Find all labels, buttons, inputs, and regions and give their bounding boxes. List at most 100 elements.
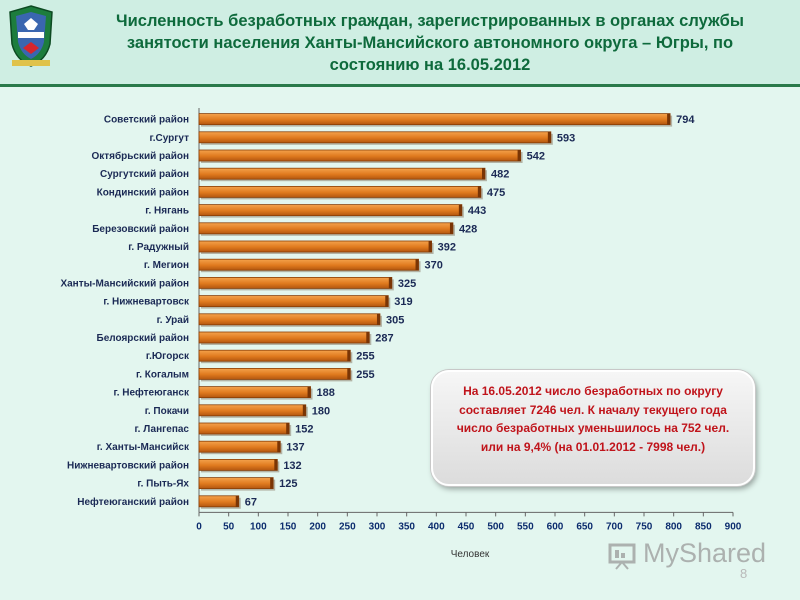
bar	[198, 149, 523, 163]
data-label: 255	[356, 351, 374, 363]
data-label: 188	[317, 387, 335, 399]
data-label: 180	[312, 405, 330, 417]
bar	[198, 331, 372, 345]
tick-label: 500	[487, 521, 504, 532]
bar	[198, 240, 434, 254]
data-label: 392	[438, 242, 456, 254]
tick-label: 600	[547, 521, 564, 532]
bar	[198, 458, 280, 473]
x-axis-label: Человек	[450, 549, 490, 560]
tick-label: 350	[398, 521, 415, 532]
page-title: Численность безработных граждан, зарегис…	[116, 12, 744, 74]
category-labels: Советский район г.Сургут Октябрьский район…	[60, 115, 190, 508]
bar	[198, 404, 308, 418]
bar	[198, 440, 283, 455]
tick-label: 650	[576, 521, 593, 532]
value-labels: 7945935424824754434283923703253193052872…	[245, 114, 696, 508]
tick-label: 750	[636, 521, 653, 532]
bar	[198, 185, 483, 200]
category-label: Нефтеюганский район	[77, 496, 189, 508]
coat-of-arms-icon	[9, 5, 53, 67]
presentation-board-icon	[608, 543, 636, 570]
category-label: г. Пыть-Ях	[137, 479, 189, 490]
category-label: Октябрьский район	[91, 150, 189, 162]
tick-label: 550	[517, 521, 534, 532]
tick-label: 200	[309, 521, 326, 532]
category-label: г.Югорск	[146, 351, 190, 362]
header-divider	[0, 84, 800, 87]
tick-label: 900	[725, 521, 742, 532]
bar	[198, 222, 455, 236]
tick-label: 0	[196, 521, 202, 532]
data-label: 482	[491, 169, 509, 181]
bar	[198, 295, 391, 309]
category-label: г. Радужный	[128, 242, 189, 253]
tick-label: 800	[665, 521, 682, 532]
category-label: г. Покачи	[145, 406, 189, 417]
category-label: г. Нефтеюганск	[114, 387, 190, 399]
bar	[198, 131, 553, 145]
data-label: 593	[557, 132, 575, 144]
tick-label: 100	[250, 521, 267, 532]
header-banner	[0, 0, 800, 86]
category-label: г. Ханты-Мансийск	[97, 442, 190, 453]
data-label: 132	[283, 460, 301, 472]
data-label: 319	[394, 296, 412, 308]
data-label: 475	[487, 187, 505, 199]
tick-label: 300	[369, 521, 386, 532]
bar	[198, 204, 464, 218]
data-label: 542	[527, 151, 545, 163]
tick-label: 50	[223, 521, 235, 532]
category-label: Нижневартовский район	[67, 460, 189, 471]
category-label: г.Сургут	[150, 133, 190, 144]
callout-text: На 16.05.2012 число безработных по округ…	[456, 384, 730, 454]
category-label: г. Лангепас	[135, 424, 190, 435]
bar	[198, 477, 276, 491]
bar	[198, 258, 421, 273]
x-axis-ticks: 0 50 100 150 200 250 300 350 400 450 500 550 600 650 7…	[196, 512, 742, 532]
bar	[198, 113, 673, 127]
bar	[198, 313, 382, 327]
bar	[198, 495, 241, 509]
data-label: 325	[398, 278, 416, 290]
category-label: Березовский район	[92, 224, 189, 235]
watermark-logo: MyShared	[607, 536, 767, 576]
chart-bars	[198, 113, 673, 509]
category-label: Сургутский район	[100, 169, 189, 180]
data-label: 67	[245, 496, 257, 508]
category-label: Белоярский район	[97, 333, 190, 344]
tick-label: 850	[695, 521, 712, 532]
data-label: 152	[295, 424, 313, 436]
category-label: г. Нижневартовск	[103, 297, 190, 308]
bar	[198, 386, 313, 400]
category-label: г. Нягань	[145, 206, 189, 217]
tick-label: 250	[339, 521, 356, 532]
bar	[198, 422, 292, 436]
category-label: г. Мегион	[144, 260, 189, 271]
tick-label: 700	[606, 521, 623, 532]
tick-label: 450	[458, 521, 475, 532]
watermark-text: MyShared	[643, 538, 767, 568]
data-label: 443	[468, 205, 486, 217]
summary-callout: На 16.05.2012 число безработных по округ…	[431, 370, 755, 486]
data-label: 794	[676, 114, 695, 126]
bar	[198, 276, 394, 291]
data-label: 255	[356, 369, 374, 381]
data-label: 287	[375, 333, 393, 345]
data-label: 305	[386, 314, 404, 326]
category-label: Кондинский район	[97, 187, 189, 198]
bar	[198, 167, 487, 182]
data-label: 137	[286, 442, 304, 454]
category-label: Ханты-Мансийский район	[60, 278, 189, 289]
category-label: Советский район	[104, 115, 189, 126]
tick-label: 150	[280, 521, 297, 532]
data-label: 428	[459, 223, 477, 235]
category-label: г. Урай	[157, 315, 189, 326]
data-label: 125	[279, 478, 297, 490]
data-label: 370	[425, 260, 443, 272]
tick-label: 400	[428, 521, 445, 532]
category-label: г. Когалым	[136, 369, 189, 380]
bar	[198, 349, 353, 364]
page-number: 8	[740, 566, 748, 581]
